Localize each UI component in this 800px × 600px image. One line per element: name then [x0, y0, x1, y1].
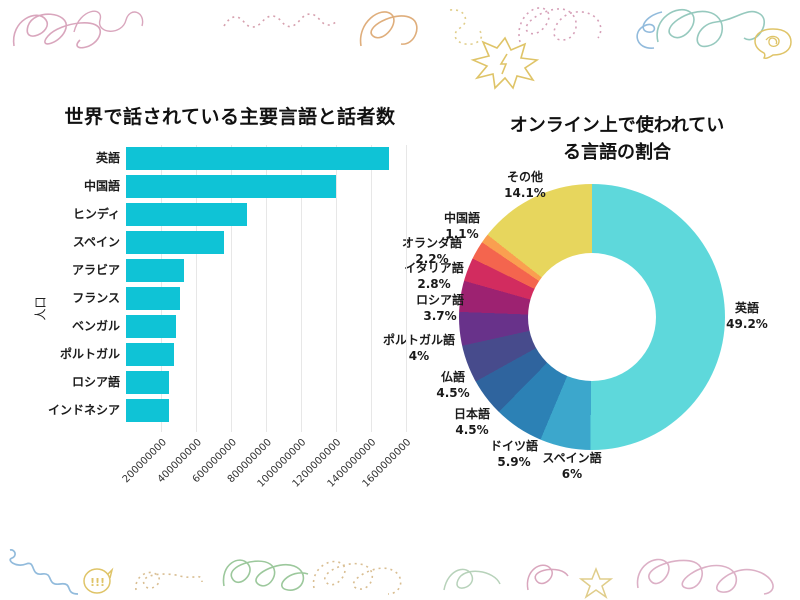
- donut-slice-label: ドイツ語 5.9%: [489, 439, 539, 469]
- bar: [126, 147, 389, 170]
- bar: [126, 315, 176, 338]
- gridline: [231, 145, 232, 432]
- doodle-exclaim-bubble: !!!: [83, 567, 114, 594]
- doodle-thought-bubble: [754, 28, 792, 59]
- bar-category-label: アラビア: [71, 263, 120, 277]
- doodle-star: [578, 566, 614, 599]
- donut-slice-label: ロシア語 3.7%: [415, 293, 465, 323]
- bar: [126, 175, 336, 198]
- doodle-dotted-loop: [135, 571, 203, 591]
- donut-slice-label: スペイン語 6%: [542, 451, 602, 481]
- doodle-scribble: [656, 8, 766, 48]
- donut-slice-label: 中国語 1.1%: [443, 211, 481, 241]
- doodle-dotted-wave: [223, 13, 339, 28]
- svg-text:!!!: !!!: [90, 576, 105, 589]
- doodle-scribble: [12, 13, 101, 49]
- bar-category-label: 英語: [95, 151, 120, 165]
- gridline: [406, 145, 407, 432]
- doodle-dotted-scribble: [518, 7, 602, 43]
- bar: [126, 203, 247, 226]
- doodle-scribble: [636, 558, 774, 595]
- donut-slice-label: イタリア語 2.8%: [404, 261, 464, 291]
- bar-category-label: 中国語: [83, 179, 120, 193]
- bar: [126, 287, 181, 310]
- donut-slice-label: その他 14.1%: [504, 170, 546, 200]
- bar: [126, 371, 169, 394]
- gridline: [196, 145, 197, 432]
- bar: [126, 399, 169, 422]
- bar-category-label: ヒンディ: [72, 207, 120, 221]
- doodle-dotted-scribble: [312, 560, 402, 595]
- donut-chart-title: オンライン上で使われてい る言語の割合: [452, 112, 782, 166]
- doodle-scribble: [73, 10, 144, 33]
- bar-category-label: フランス: [72, 291, 120, 305]
- bar: [126, 231, 224, 254]
- doodle-squiggle: [526, 564, 569, 591]
- donut-slice-label: 英語 49.2%: [726, 301, 768, 331]
- donut-slice-label: オランダ語 2.2%: [401, 236, 463, 266]
- donut-chart-title-line1: オンライン上で使われてい: [509, 115, 725, 136]
- gridline: [266, 145, 267, 432]
- bar: [126, 343, 175, 366]
- donut-slice-label: 仏語 4.5%: [436, 370, 470, 400]
- bar: [126, 259, 184, 282]
- donut-chart-hole: [528, 253, 656, 381]
- donut-chart-title-line2: る言語の割合: [563, 142, 671, 163]
- gridline: [336, 145, 337, 432]
- gridline: [301, 145, 302, 432]
- donut-slice-label: 日本語 4.5%: [453, 407, 491, 437]
- bar-category-label: ロシア語: [71, 375, 120, 389]
- doodle-squiggle: [9, 549, 79, 595]
- doodle-scribble: [359, 11, 418, 47]
- donut-slice-label: ポルトガル語 4%: [382, 333, 456, 363]
- doodle-green-loops: [222, 559, 309, 591]
- bar-category-label: インドネシア: [47, 403, 120, 417]
- doodle-starburst: [470, 36, 540, 90]
- doodle-squiggle: [636, 11, 663, 49]
- bar-category-label: ベンガル: [71, 319, 120, 333]
- bar-chart-title: 世界で話されている主要言語と話者数: [64, 106, 396, 128]
- doodle-dotted-curl: [449, 9, 483, 45]
- gridline: [371, 145, 372, 432]
- bar-category-label: スペイン: [72, 235, 120, 249]
- bar-category-label: ポルトガル: [59, 347, 120, 361]
- doodle-scribble: [443, 568, 501, 591]
